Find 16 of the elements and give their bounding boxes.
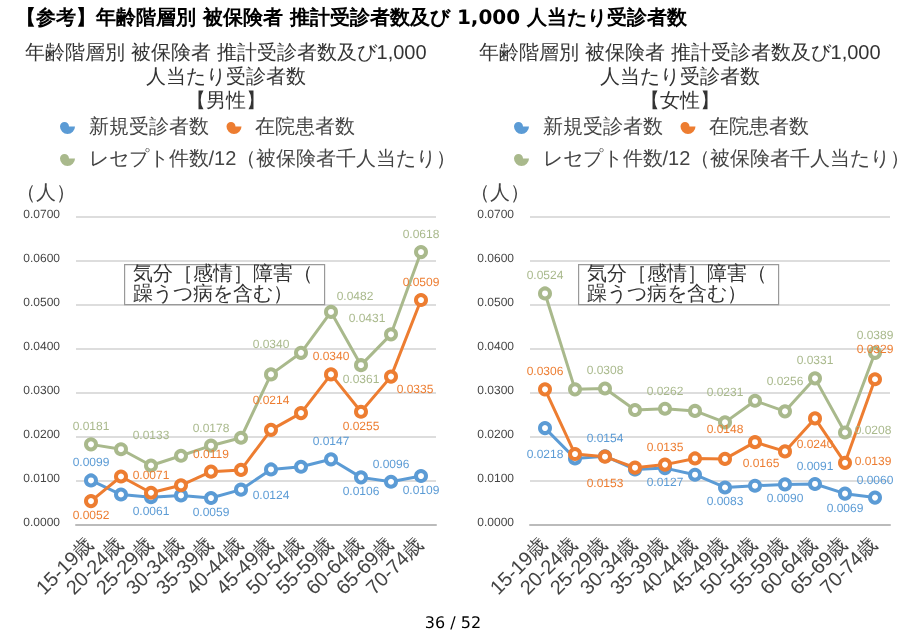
chart-subtitle: 【男性】: [186, 89, 266, 113]
text: 36 / 52: [422, 614, 484, 632]
legend-label: レセプト件数/12（被保険者千人当たり）: [88, 147, 457, 171]
legend-label: 新規受診者数: [542, 115, 663, 139]
legend-label: レセプト件数/12（被保険者千人当たり）: [542, 147, 906, 171]
y-axis-title: （人）: [16, 183, 76, 205]
annotation: 気分［感情］障害（躁うつ病を含む）: [586, 261, 767, 306]
chart-title: 年齢階層別 被保険者 推計受診者数及び1,000人当たり受診者数: [479, 41, 882, 89]
legend-label: 在院患者数: [255, 115, 355, 139]
y-axis-title: （人）: [470, 183, 530, 205]
chart-subtitle: 【女性】: [640, 89, 720, 113]
legend-label: 在院患者数: [709, 115, 809, 139]
annotation: 気分［感情］障害（躁うつ病を含む）: [132, 261, 313, 306]
legend-label: 新規受診者数: [88, 115, 209, 139]
text: 【参考】年齢階層別 被保険者 推計受診者数及び 1,000 人当たり受診者数: [16, 5, 688, 32]
chart-title: 年齢階層別 被保険者 推計受診者数及び1,000人当たり受診者数: [25, 41, 428, 89]
